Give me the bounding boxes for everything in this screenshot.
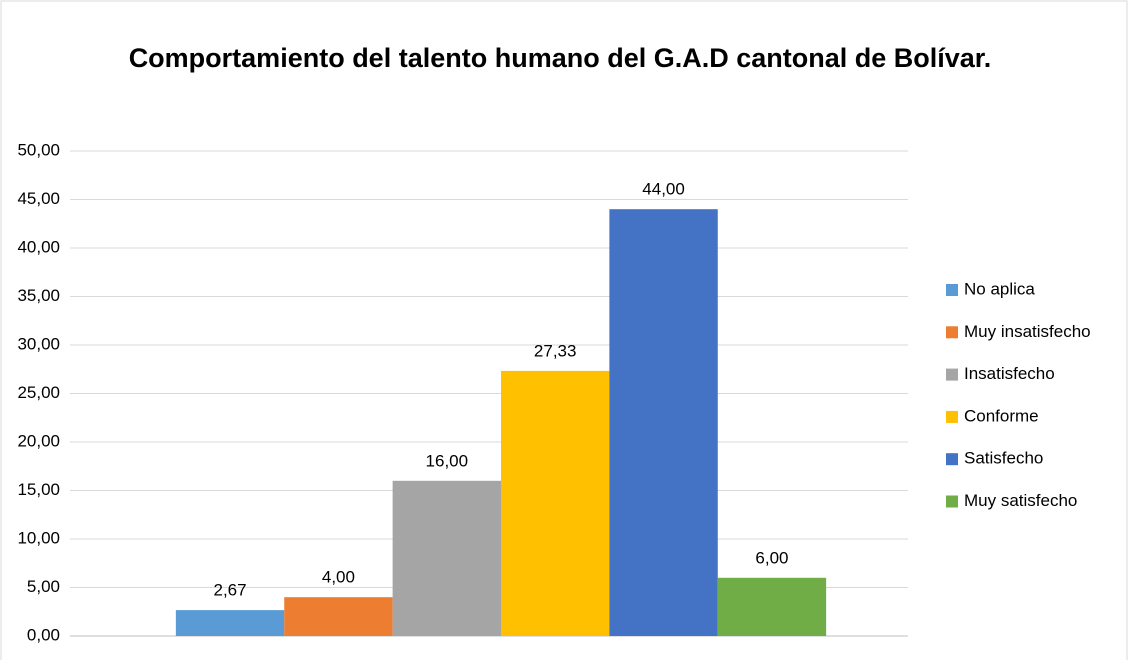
y-tick-label: 50,00	[17, 140, 60, 159]
data-label: 4,00	[322, 568, 355, 587]
y-tick-label: 25,00	[17, 383, 60, 402]
data-label: 27,33	[534, 341, 577, 360]
y-tick-label: 15,00	[17, 480, 60, 499]
legend-swatch	[946, 326, 958, 339]
bar	[717, 577, 827, 636]
legend-swatch	[946, 453, 958, 466]
bar	[501, 370, 610, 636]
legend-label: Insatisfecho	[964, 364, 1055, 383]
y-tick-label: 30,00	[17, 334, 60, 353]
data-label: 2,67	[213, 581, 246, 600]
legend-swatch	[946, 495, 958, 508]
bar	[609, 209, 718, 636]
legend-swatch	[946, 410, 958, 423]
y-tick-label: 5,00	[27, 577, 60, 596]
data-label: 44,00	[642, 180, 685, 199]
y-tick-label: 10,00	[17, 528, 60, 547]
y-tick-label: 0,00	[27, 625, 60, 644]
y-tick-label: 40,00	[17, 237, 60, 256]
bar	[175, 610, 285, 636]
data-label: 6,00	[755, 548, 788, 567]
legend-label: No aplica	[964, 279, 1035, 298]
legend-label: Satisfecho	[964, 449, 1043, 468]
data-label: 16,00	[426, 451, 469, 470]
chart-title: Comportamiento del talento humano del G.…	[128, 43, 992, 73]
y-tick-label: 35,00	[17, 286, 60, 305]
bar	[392, 480, 501, 636]
legend-swatch	[946, 368, 958, 381]
legend-swatch	[946, 284, 958, 296]
y-tick-label: 45,00	[17, 189, 60, 208]
y-tick-label: 20,00	[17, 431, 60, 450]
bar	[284, 597, 393, 636]
legend-label: Conforme	[964, 406, 1039, 425]
legend-label: Muy satisfecho	[964, 491, 1077, 510]
legend-label: Muy insatisfecho	[964, 322, 1091, 341]
